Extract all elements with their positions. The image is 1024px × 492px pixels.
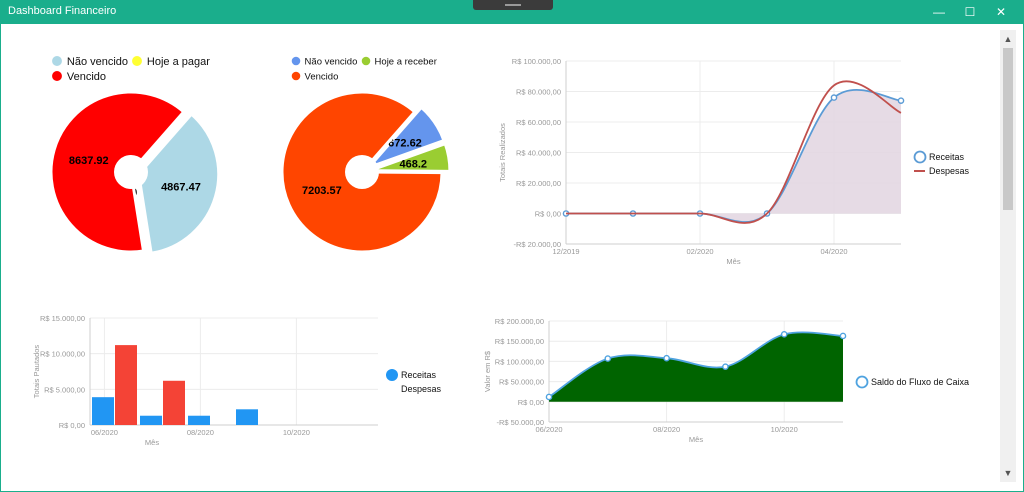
- bar: [163, 380, 185, 425]
- data-point: [604, 355, 612, 362]
- x-tick-label: 06/2020: [91, 428, 118, 437]
- line-chart-realizados: R$ 100.000,00 R$ 80.000,00 R$ 60.000,00 R$ …: [498, 57, 970, 266]
- slice-value-label: 672.62: [388, 138, 422, 150]
- y-tick-label: R$ 40.000,00: [516, 149, 561, 158]
- legend-marker: [132, 56, 142, 66]
- data-point: [839, 332, 847, 340]
- bar: [140, 415, 162, 425]
- legend-marker: [291, 56, 301, 66]
- minimize-button[interactable]: —: [933, 5, 945, 19]
- window-drag-handle[interactable]: [473, 0, 553, 10]
- x-tick-label: 08/2020: [187, 428, 214, 437]
- close-button[interactable]: ✕: [995, 5, 1007, 19]
- title-bar: Dashboard Financeiro — ☐ ✕: [0, 0, 1024, 24]
- y-axis-label: Totais Pautados: [32, 345, 41, 399]
- x-tick-label: 04/2020: [820, 247, 847, 256]
- legend-label: Despesas: [929, 166, 970, 176]
- data-point: [780, 331, 788, 338]
- maximize-button[interactable]: ☐: [964, 5, 976, 19]
- data-point: [897, 97, 905, 104]
- legend-marker: [386, 369, 398, 381]
- pie-slice: [137, 111, 221, 255]
- legend-label: Saldo do Fluxo de Caixa: [871, 377, 969, 387]
- y-tick-label: R$ 10.000,00: [40, 350, 85, 359]
- y-tick-label: R$ 80.000,00: [516, 88, 561, 97]
- y-tick-label: -R$ 50.000,00: [496, 418, 544, 427]
- pie-center-hole: [114, 155, 148, 189]
- y-tick-label: R$ 15.000,00: [40, 314, 85, 323]
- scroll-up-icon[interactable]: ▲: [1003, 34, 1013, 44]
- legend-label: Hoje a pagar: [147, 56, 210, 68]
- legend-label: Não vencido: [305, 56, 358, 67]
- slice-value-label: 4867.47: [161, 181, 201, 193]
- y-tick-label: R$ 20.000,00: [516, 179, 561, 188]
- legend-label: Vencido: [305, 71, 339, 82]
- legend-label: Hoje a receber: [375, 56, 437, 67]
- legend-label: Receitas: [929, 152, 965, 162]
- legend-label: Vencido: [67, 71, 106, 83]
- legend-marker: [291, 71, 301, 81]
- pie-center-hole: [345, 155, 379, 189]
- data-point: [663, 354, 670, 362]
- y-tick-label: R$ 5.000,00: [44, 385, 85, 394]
- scrollbar-thumb[interactable]: [1003, 48, 1013, 210]
- legend-label: Não vencido: [67, 56, 128, 68]
- series-line: [566, 80, 902, 224]
- bar-chart-pautados: R$ 15.000,00 R$ 10.000,00 R$ 5.000,00 R$ 0,…: [32, 314, 442, 447]
- bar: [236, 409, 258, 425]
- y-tick-label: -R$ 20.000,00: [513, 240, 561, 249]
- legend-label: Receitas: [401, 370, 437, 380]
- bar: [92, 397, 114, 425]
- legend-marker: [52, 56, 62, 66]
- x-tick-label: 10/2020: [283, 428, 310, 437]
- window-title: Dashboard Financeiro: [8, 5, 117, 17]
- vertical-scrollbar[interactable]: ▲ ▼: [1000, 30, 1016, 482]
- area-fill: [549, 332, 843, 402]
- y-tick-label: R$ 60.000,00: [516, 118, 561, 127]
- y-tick-label: R$ 200.000,00: [495, 317, 544, 326]
- x-tick-label: 08/2020: [653, 425, 680, 434]
- x-tick-label: 12/2019: [552, 247, 579, 256]
- y-axis-label: Valor em R$: [483, 350, 492, 392]
- legend-marker: [361, 56, 371, 66]
- scroll-down-icon[interactable]: ▼: [1003, 468, 1013, 478]
- x-tick-label: 06/2020: [535, 425, 562, 434]
- y-axis-label: Totais Realizados: [498, 123, 507, 182]
- x-tick-label: 10/2020: [771, 425, 798, 434]
- pie-slice: [363, 105, 446, 171]
- data-point: [830, 94, 838, 101]
- y-tick-label: R$ 0,00: [59, 421, 85, 430]
- pie-slice: [369, 141, 452, 173]
- legend-marker: [913, 150, 927, 164]
- x-axis-label: Mês: [726, 257, 740, 266]
- x-axis-label: Mês: [689, 435, 703, 444]
- bar: [115, 345, 137, 425]
- y-tick-label: R$ 150.000,00: [495, 337, 544, 346]
- pie-chart-receber: Não vencido Hoje a receber Vencido 672.62 46…: [280, 56, 452, 254]
- y-tick-label: R$ 100.000,00: [495, 357, 544, 366]
- area-fill: [566, 89, 901, 223]
- slice-value-label: 7203.57: [302, 185, 342, 197]
- y-tick-label: R$ 0,00: [535, 210, 561, 219]
- x-tick-label: 02/2020: [686, 247, 713, 256]
- slice-value-label: 468.2: [400, 158, 428, 170]
- y-tick-label: R$ 0,00: [518, 398, 544, 407]
- slice-value-label: 8637.92: [69, 155, 109, 167]
- data-point: [722, 363, 729, 370]
- legend-marker: [855, 375, 869, 389]
- data-point: [545, 393, 553, 401]
- bar: [188, 415, 210, 425]
- y-tick-label: R$ 50.000,00: [499, 378, 544, 387]
- area-chart-fluxo-caixa: R$ 200.000,00 R$ 150.000,00 R$ 100.000,00 R…: [483, 317, 969, 444]
- legend-marker: [52, 71, 62, 81]
- x-axis-label: Mês: [145, 438, 159, 447]
- legend-label: Despesas: [401, 384, 442, 394]
- y-tick-label: R$ 100.000,00: [512, 57, 561, 66]
